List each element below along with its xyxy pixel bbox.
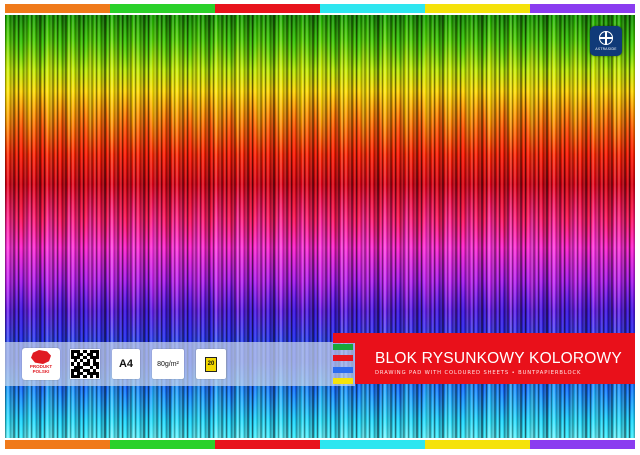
globe-icon [599,31,613,45]
paper-weight-badge: 80g/m² [152,349,184,379]
product-subtitle: DRAWING PAD WITH COLOURED SHEETS • BUNTP… [375,370,582,376]
color-tick [333,344,353,350]
sheets-icon: 20 [205,356,217,372]
stripe-segment [110,440,215,449]
title-panel: BLOK RYSUNKOWY KOLOROWY DRAWING PAD WITH… [333,333,635,384]
stripe-segment [425,440,530,449]
product-title: BLOK RYSUNKOWY KOLOROWY [375,350,622,367]
poland-map-icon [31,350,51,364]
color-tick [333,355,353,362]
produkt-line2: POLSKI [32,369,50,374]
stripe-segment [425,4,530,13]
stripe-segment [215,4,320,13]
produkt-line1: PRODUKT [29,364,53,369]
stripe-segment [320,4,425,13]
color-tick [333,366,353,373]
format-badge: A4 [112,349,140,379]
rainbow-streak-artwork [5,15,635,438]
stripe-segment [530,440,635,449]
stripe-segment [530,4,635,13]
sheet-count: 20 [207,361,215,367]
color-tick [333,377,353,384]
qr-code-icon [70,349,100,379]
bottom-color-stripe [5,440,635,449]
sheet-count-badge: 20 [196,349,226,379]
stripe-segment [215,440,320,449]
top-color-stripe [5,4,635,13]
stripe-segment [5,440,110,449]
stripe-segment [320,440,425,449]
color-ticks [333,344,353,384]
brand-name: ASTRASIDE [595,47,617,51]
stripe-segment [5,4,110,13]
stripe-segment [110,4,215,13]
produkt-polski-badge: PRODUKT POLSKI [22,348,60,380]
brand-logo: ASTRASIDE [590,26,622,56]
